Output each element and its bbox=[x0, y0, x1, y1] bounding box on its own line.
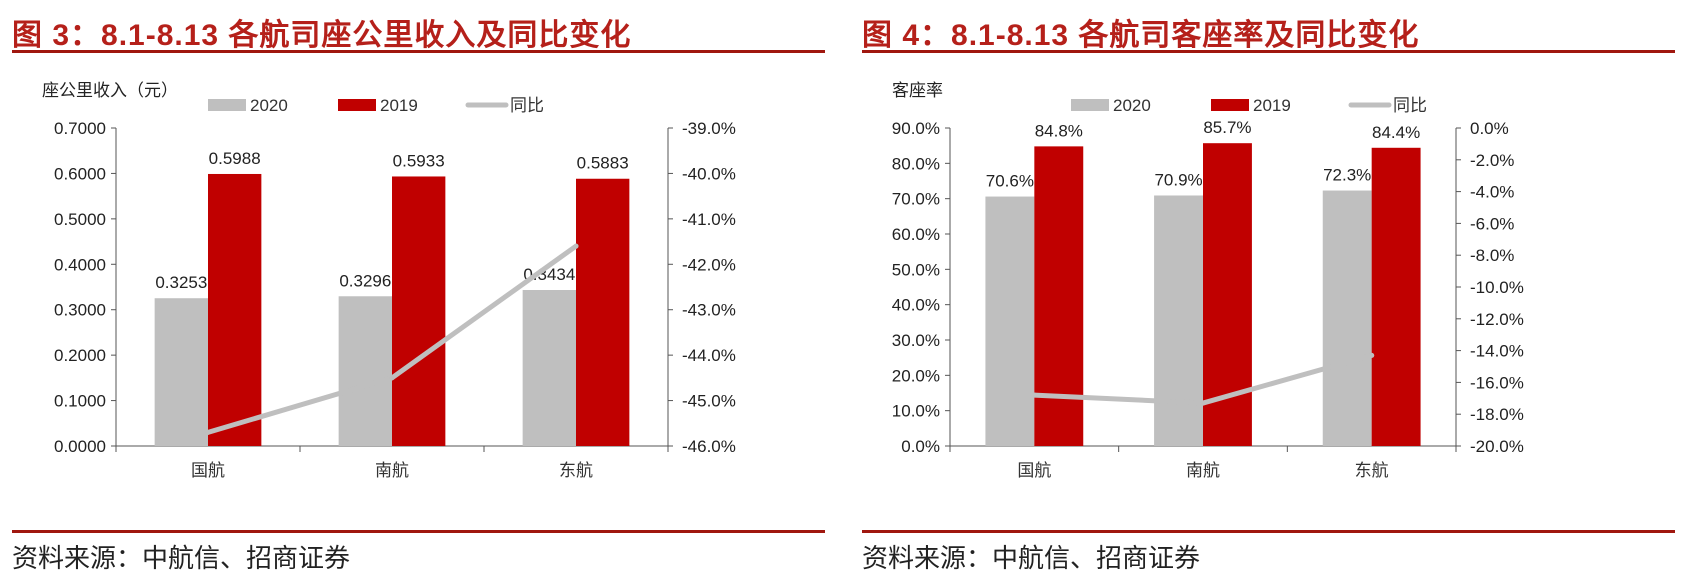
bar-2019-国航 bbox=[208, 173, 262, 446]
yoy-point-国航 bbox=[205, 429, 211, 435]
left-axis-tick-label: 10.0% bbox=[892, 402, 940, 421]
figure-3-panel: 图 3：8.1-8.13 各航司座公里收入及同比变化 座公里收入（元） 2020 2… bbox=[12, 0, 837, 582]
right-axis-tick-label: -39.0% bbox=[682, 119, 736, 138]
right-axis-tick-label: -8.0% bbox=[1470, 246, 1514, 265]
legend-swatch-2019 bbox=[338, 99, 376, 111]
left-axis-tick-label: 60.0% bbox=[892, 225, 940, 244]
data-label-2019-国航: 84.8% bbox=[1035, 121, 1083, 140]
right-axis-tick-label: -4.0% bbox=[1470, 183, 1514, 202]
data-label-2019-南航: 0.5933 bbox=[393, 151, 445, 170]
legend-swatch-2020 bbox=[1071, 99, 1109, 111]
load-factor-chart: 客座率 2020 2019 同比 0.0% 10.0% 20.0% 30.0% 40.0% 50.… bbox=[892, 81, 1524, 480]
right-axis-tick-label: 0.0% bbox=[1470, 119, 1509, 138]
right-axis-tick-label: -44.0% bbox=[682, 346, 736, 365]
figure-4-bottom-rule bbox=[862, 530, 1675, 533]
data-label-2020-东航: 0.3434 bbox=[523, 265, 575, 284]
legend-label-同比: 同比 bbox=[1393, 96, 1427, 115]
right-axis-tick-label: -40.0% bbox=[682, 164, 736, 183]
left-axis-tick-label: 0.2000 bbox=[54, 346, 106, 365]
figure-3-title: 图 3：8.1-8.13 各航司座公里收入及同比变化 bbox=[12, 19, 632, 52]
left-axis-tick-label: 0.6000 bbox=[54, 164, 106, 183]
right-axis-tick-label: -10.0% bbox=[1470, 278, 1524, 297]
bar-2019-国航 bbox=[1034, 146, 1084, 446]
right-axis-tick-label: -42.0% bbox=[682, 255, 736, 274]
left-axis-tick-label: 0.4000 bbox=[54, 255, 106, 274]
category-label-国航: 国航 bbox=[191, 461, 225, 480]
revenue-per-seat-km-chart: 座公里收入（元） 2020 2019 同比 0.0000 0.1000 0.2000 0.30… bbox=[42, 81, 736, 480]
legend-label-2020: 2020 bbox=[1113, 96, 1151, 115]
figure-4-title: 图 4：8.1-8.13 各航司客座率及同比变化 bbox=[862, 19, 1420, 52]
category-label-国航: 国航 bbox=[1017, 461, 1051, 480]
left-axis-tick-label: 0.3000 bbox=[54, 301, 106, 320]
bar-2020-东航 bbox=[1322, 190, 1372, 446]
category-label-南航: 南航 bbox=[375, 461, 409, 480]
bar-2019-东航 bbox=[576, 178, 630, 446]
right-axis-tick-label: -46.0% bbox=[682, 437, 736, 456]
right-axis-tick-label: -41.0% bbox=[682, 210, 736, 229]
yoy-point-国航 bbox=[1031, 392, 1037, 398]
category-label-南航: 南航 bbox=[1186, 461, 1220, 480]
left-axis-tick-label: 0.1000 bbox=[54, 392, 106, 411]
bar-2020-南航 bbox=[338, 296, 392, 446]
bar-2020-国航 bbox=[985, 196, 1035, 446]
yoy-point-南航 bbox=[389, 375, 395, 381]
figure-4-source: 资料来源：中航信、招商证券 bbox=[862, 543, 1201, 573]
left-axis-tick-label: 0.0000 bbox=[54, 437, 106, 456]
figure-3-source: 资料来源：中航信、招商证券 bbox=[12, 543, 351, 573]
data-label-2019-东航: 0.5883 bbox=[577, 154, 629, 173]
right-axis-tick-label: -43.0% bbox=[682, 301, 736, 320]
left-axis-tick-label: 30.0% bbox=[892, 331, 940, 350]
left-axis-tick-label: 20.0% bbox=[892, 366, 940, 385]
y-axis-title: 座公里收入（元） bbox=[42, 81, 178, 100]
figure-3-top-rule bbox=[12, 50, 825, 53]
data-label-2020-国航: 70.6% bbox=[986, 172, 1034, 191]
right-axis-tick-label: -16.0% bbox=[1470, 373, 1524, 392]
y-axis-title: 客座率 bbox=[892, 81, 943, 100]
right-axis-tick-label: -18.0% bbox=[1470, 405, 1524, 424]
data-label-2020-东航: 72.3% bbox=[1323, 166, 1371, 185]
right-axis-tick-label: -12.0% bbox=[1470, 310, 1524, 329]
yoy-point-东航 bbox=[573, 243, 579, 249]
bar-2019-东航 bbox=[1371, 147, 1421, 446]
bar-2019-南航 bbox=[392, 176, 446, 446]
data-label-2020-国航: 0.3253 bbox=[155, 273, 207, 292]
left-axis-tick-label: 0.5000 bbox=[54, 210, 106, 229]
bar-2020-国航 bbox=[154, 298, 208, 446]
bar-2020-南航 bbox=[1154, 195, 1203, 446]
legend-label-2020: 2020 bbox=[250, 96, 288, 115]
category-label-东航: 东航 bbox=[559, 461, 593, 480]
legend-label-同比: 同比 bbox=[510, 96, 544, 115]
right-axis-tick-label: -45.0% bbox=[682, 392, 736, 411]
data-label-2020-南航: 0.3296 bbox=[339, 271, 391, 290]
legend-label-2019: 2019 bbox=[380, 96, 418, 115]
left-axis-tick-label: 50.0% bbox=[892, 260, 940, 279]
left-axis-tick-label: 70.0% bbox=[892, 190, 940, 209]
left-axis-tick-label: 0.7000 bbox=[54, 119, 106, 138]
data-label-2019-东航: 84.4% bbox=[1372, 123, 1420, 142]
data-label-2020-南航: 70.9% bbox=[1154, 170, 1202, 189]
bar-2020-东航 bbox=[522, 289, 576, 446]
figure-4-panel: 图 4：8.1-8.13 各航司客座率及同比变化 客座率 2020 2019 同比 0.… bbox=[862, 0, 1683, 582]
figure-3-bottom-rule bbox=[12, 530, 825, 533]
category-label-东航: 东航 bbox=[1355, 461, 1389, 480]
right-axis-tick-label: -6.0% bbox=[1470, 214, 1514, 233]
yoy-point-东航 bbox=[1369, 352, 1375, 358]
yoy-point-南航 bbox=[1200, 400, 1206, 406]
legend-swatch-2019 bbox=[1211, 99, 1249, 111]
left-axis-tick-label: 90.0% bbox=[892, 119, 940, 138]
data-label-2019-国航: 0.5988 bbox=[209, 149, 261, 168]
right-axis-tick-label: -20.0% bbox=[1470, 437, 1524, 456]
figure-4-top-rule bbox=[862, 50, 1675, 53]
right-axis-tick-label: -2.0% bbox=[1470, 151, 1514, 170]
legend-swatch-2020 bbox=[208, 99, 246, 111]
right-axis-tick-label: -14.0% bbox=[1470, 342, 1524, 361]
legend-label-2019: 2019 bbox=[1253, 96, 1291, 115]
left-axis-tick-label: 80.0% bbox=[892, 154, 940, 173]
left-axis-tick-label: 0.0% bbox=[901, 437, 940, 456]
left-axis-tick-label: 40.0% bbox=[892, 296, 940, 315]
data-label-2019-南航: 85.7% bbox=[1203, 118, 1251, 137]
